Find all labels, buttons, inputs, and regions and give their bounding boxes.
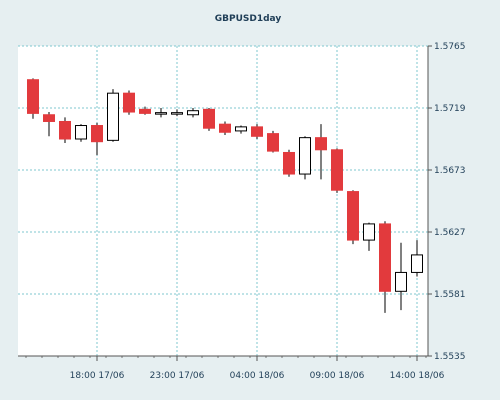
y-tick-label: 1.5535 bbox=[434, 352, 466, 362]
candle bbox=[75, 124, 87, 142]
candle bbox=[411, 240, 423, 277]
candle-body-bear bbox=[203, 108, 215, 129]
candle bbox=[203, 108, 215, 131]
candles bbox=[27, 78, 423, 313]
y-tick-label: 1.5627 bbox=[434, 228, 466, 238]
plot-area bbox=[18, 46, 428, 356]
candle-body-bear bbox=[331, 149, 343, 191]
candle bbox=[363, 222, 375, 251]
candle bbox=[27, 78, 39, 119]
candle-body-bear bbox=[91, 125, 103, 143]
axes: 1.5765 1.5719 1.5673 1.5627 1.5581 1.5535 18:0… bbox=[18, 42, 466, 381]
candle-body-bear bbox=[139, 108, 151, 114]
candle-body-bear bbox=[251, 126, 263, 137]
candle-body-bull bbox=[363, 223, 375, 241]
candle-body-bear bbox=[219, 123, 231, 133]
candle bbox=[155, 108, 167, 118]
candle bbox=[59, 117, 71, 144]
candle bbox=[107, 89, 119, 142]
candle-body-bear bbox=[347, 191, 359, 241]
x-tick-label: 18:00 17/06 bbox=[70, 371, 125, 381]
candle bbox=[331, 148, 343, 193]
candle-body-bull bbox=[411, 254, 423, 273]
candle bbox=[43, 112, 55, 137]
candle-body-bear bbox=[379, 223, 391, 292]
candle bbox=[91, 122, 103, 156]
candle-body-bear bbox=[283, 151, 295, 175]
candle bbox=[267, 130, 279, 153]
candle bbox=[315, 124, 327, 180]
candle-body-bull bbox=[107, 92, 119, 141]
candle bbox=[251, 124, 263, 139]
candle bbox=[219, 121, 231, 135]
candle bbox=[235, 125, 247, 134]
candle bbox=[283, 149, 295, 177]
chart-title: GBPUSD1day bbox=[215, 14, 282, 24]
candle bbox=[395, 242, 407, 311]
candle bbox=[187, 108, 199, 118]
candle-body-bull bbox=[187, 110, 199, 116]
y-tick-label: 1.5581 bbox=[434, 290, 466, 300]
candle-body-bear bbox=[43, 114, 55, 122]
candle bbox=[171, 109, 183, 117]
candle bbox=[379, 221, 391, 313]
x-tick-label: 09:00 18/06 bbox=[310, 371, 365, 381]
candle-body-bear bbox=[59, 120, 71, 140]
x-tick-label: 14:00 18/06 bbox=[390, 371, 445, 381]
candle-body-bull bbox=[155, 112, 167, 115]
candle-body-bear bbox=[123, 92, 135, 113]
candle-body-bull bbox=[299, 137, 311, 175]
y-tick-label: 1.5673 bbox=[434, 166, 466, 176]
candle-body-bull bbox=[235, 126, 247, 132]
candle bbox=[139, 106, 151, 115]
candle-body-bear bbox=[315, 137, 327, 151]
x-tick-label: 04:00 18/06 bbox=[230, 371, 285, 381]
candle-body-bull bbox=[395, 271, 407, 292]
candle-body-bear bbox=[267, 133, 279, 152]
candle-body-bull bbox=[171, 112, 183, 115]
y-tick-label: 1.5765 bbox=[434, 42, 466, 52]
candle bbox=[299, 136, 311, 180]
candle-body-bull bbox=[75, 125, 87, 140]
candle bbox=[123, 90, 135, 115]
candle bbox=[347, 190, 359, 245]
candle-body-bear bbox=[27, 79, 39, 114]
x-tick-label: 23:00 17/06 bbox=[150, 371, 205, 381]
y-tick-label: 1.5719 bbox=[434, 104, 466, 114]
